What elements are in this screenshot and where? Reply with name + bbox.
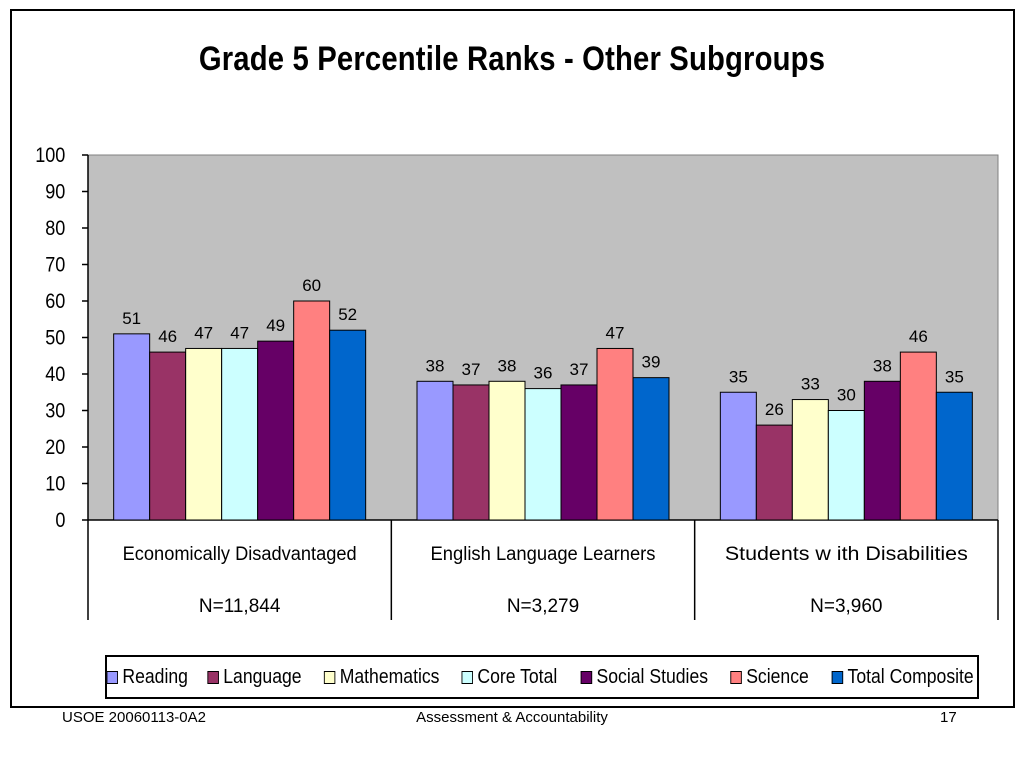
x-category-sublabel: N=3,279 [507, 596, 579, 617]
legend-swatch [323, 670, 336, 684]
bar-language [755, 424, 793, 521]
data-label: 49 [266, 316, 285, 335]
bar-social-studies [863, 380, 901, 521]
bar-total-composite [632, 377, 670, 521]
bar-social-studies [560, 384, 598, 521]
legend-item: Mathematics [323, 665, 440, 689]
x-category-sublabel: N=3,960 [810, 596, 882, 617]
y-tick-label: 30 [45, 399, 65, 423]
footer-page-number: 17 [940, 709, 957, 726]
bar-reading [416, 380, 454, 521]
bar-mathematics [185, 347, 223, 521]
data-label: 46 [158, 327, 177, 346]
bar-total-composite [329, 329, 367, 521]
legend-swatch [461, 670, 474, 684]
y-tick-label: 10 [45, 472, 65, 496]
y-tick-label: 60 [45, 290, 65, 314]
bar-core-total [524, 388, 562, 521]
bar-core-total [827, 410, 865, 521]
footer-document-id: USOE 20060113-0A2 [62, 709, 206, 726]
y-tick-label: 100 [35, 144, 65, 168]
chart-title: Grade 5 Percentile Ranks - Other Subgrou… [198, 40, 826, 78]
y-tick-label: 90 [45, 180, 65, 204]
bar-science [899, 351, 937, 521]
data-label: 30 [837, 386, 856, 405]
bar-science [596, 347, 634, 521]
bar-language [149, 351, 187, 521]
data-label: 35 [945, 367, 964, 386]
data-label: 39 [642, 353, 661, 372]
data-label: 38 [426, 356, 445, 375]
bar-science [293, 300, 331, 521]
bar-social-studies [257, 340, 295, 521]
legend-label: Total Composite [847, 665, 974, 688]
data-label: 60 [302, 276, 321, 295]
legend-swatch [207, 670, 219, 684]
y-tick-label: 80 [45, 217, 65, 241]
y-tick-label: 0 [55, 509, 65, 533]
legend-label: Science [746, 665, 809, 688]
legend-label: Reading [121, 665, 188, 688]
data-label: 37 [462, 360, 481, 379]
chart-legend: Reading Language Mathematics Core Total Soci… [105, 655, 979, 699]
bar-total-composite [935, 391, 973, 521]
legend-swatch [580, 670, 593, 684]
data-label: 35 [729, 367, 748, 386]
y-tick-label: 50 [45, 326, 65, 350]
data-label: 38 [873, 356, 892, 375]
legend-swatch [730, 670, 742, 684]
data-label: 37 [570, 360, 589, 379]
bar-mathematics [791, 399, 829, 521]
x-category-label: Economically Disadvantaged [123, 544, 357, 565]
data-label: 47 [606, 323, 625, 342]
x-category-sublabel: N=11,844 [199, 596, 281, 617]
y-tick-label: 20 [45, 436, 65, 460]
data-label: 47 [194, 323, 213, 342]
legend-label: Social Studies [596, 665, 709, 688]
data-label: 51 [122, 309, 141, 328]
legend-item: Reading [106, 666, 187, 689]
data-label: 33 [801, 375, 820, 394]
legend-item: Total Composite [831, 665, 974, 689]
footer-department: Assessment & Accountability [416, 709, 608, 726]
data-label: 38 [498, 356, 517, 375]
bar-reading [719, 391, 757, 521]
legend-label: Core Total [477, 665, 558, 688]
data-label: 47 [230, 323, 249, 342]
legend-label: Mathematics [339, 665, 440, 688]
legend-label: Language [223, 665, 302, 688]
y-tick-label: 70 [45, 253, 65, 277]
bar-reading [113, 333, 151, 521]
bar-language [452, 384, 490, 521]
legend-item: Language [207, 665, 302, 689]
legend-swatch [106, 670, 118, 684]
bar-mathematics [488, 380, 526, 521]
legend-item: Science [730, 665, 809, 689]
data-label: 46 [909, 327, 928, 346]
x-category-label: Students w ith Disabilities [725, 544, 968, 565]
legend-item: Social Studies [580, 665, 709, 689]
data-label: 26 [765, 400, 784, 419]
data-label: 52 [338, 305, 357, 324]
legend-item: Core Total [461, 665, 558, 689]
bar-core-total [221, 347, 259, 521]
legend-swatch [831, 670, 844, 684]
data-label: 36 [534, 364, 553, 383]
x-category-label: English Language Learners [431, 544, 656, 565]
y-tick-label: 40 [45, 363, 65, 387]
